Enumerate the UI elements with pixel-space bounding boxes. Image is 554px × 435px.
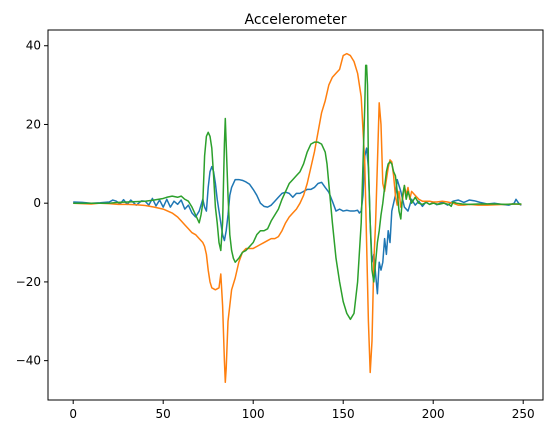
chart-title: Accelerometer (245, 12, 347, 28)
x-tick-label: 100 (242, 407, 265, 421)
series-line-3 (73, 64, 522, 321)
y-tick-label: 40 (26, 39, 41, 53)
x-tick-label: 50 (156, 407, 171, 421)
y-tick-label: 0 (33, 196, 41, 210)
x-tick-label: 150 (332, 407, 355, 421)
series-line-1 (73, 147, 522, 295)
y-tick-label: −20 (16, 275, 41, 289)
series-line-2 (73, 52, 522, 384)
y-tick-label: 20 (26, 117, 41, 131)
x-axis: 0 50 100 150 200 250 (69, 400, 535, 421)
y-tick-label: −40 (16, 354, 41, 368)
y-axis: −40 −20 0 20 40 (16, 39, 48, 368)
x-tick-label: 0 (69, 407, 77, 421)
series-layer (73, 52, 522, 384)
x-tick-label: 200 (422, 407, 445, 421)
plot-area (47, 29, 544, 401)
plot-frame (47, 29, 544, 401)
x-tick-label: 250 (512, 407, 535, 421)
